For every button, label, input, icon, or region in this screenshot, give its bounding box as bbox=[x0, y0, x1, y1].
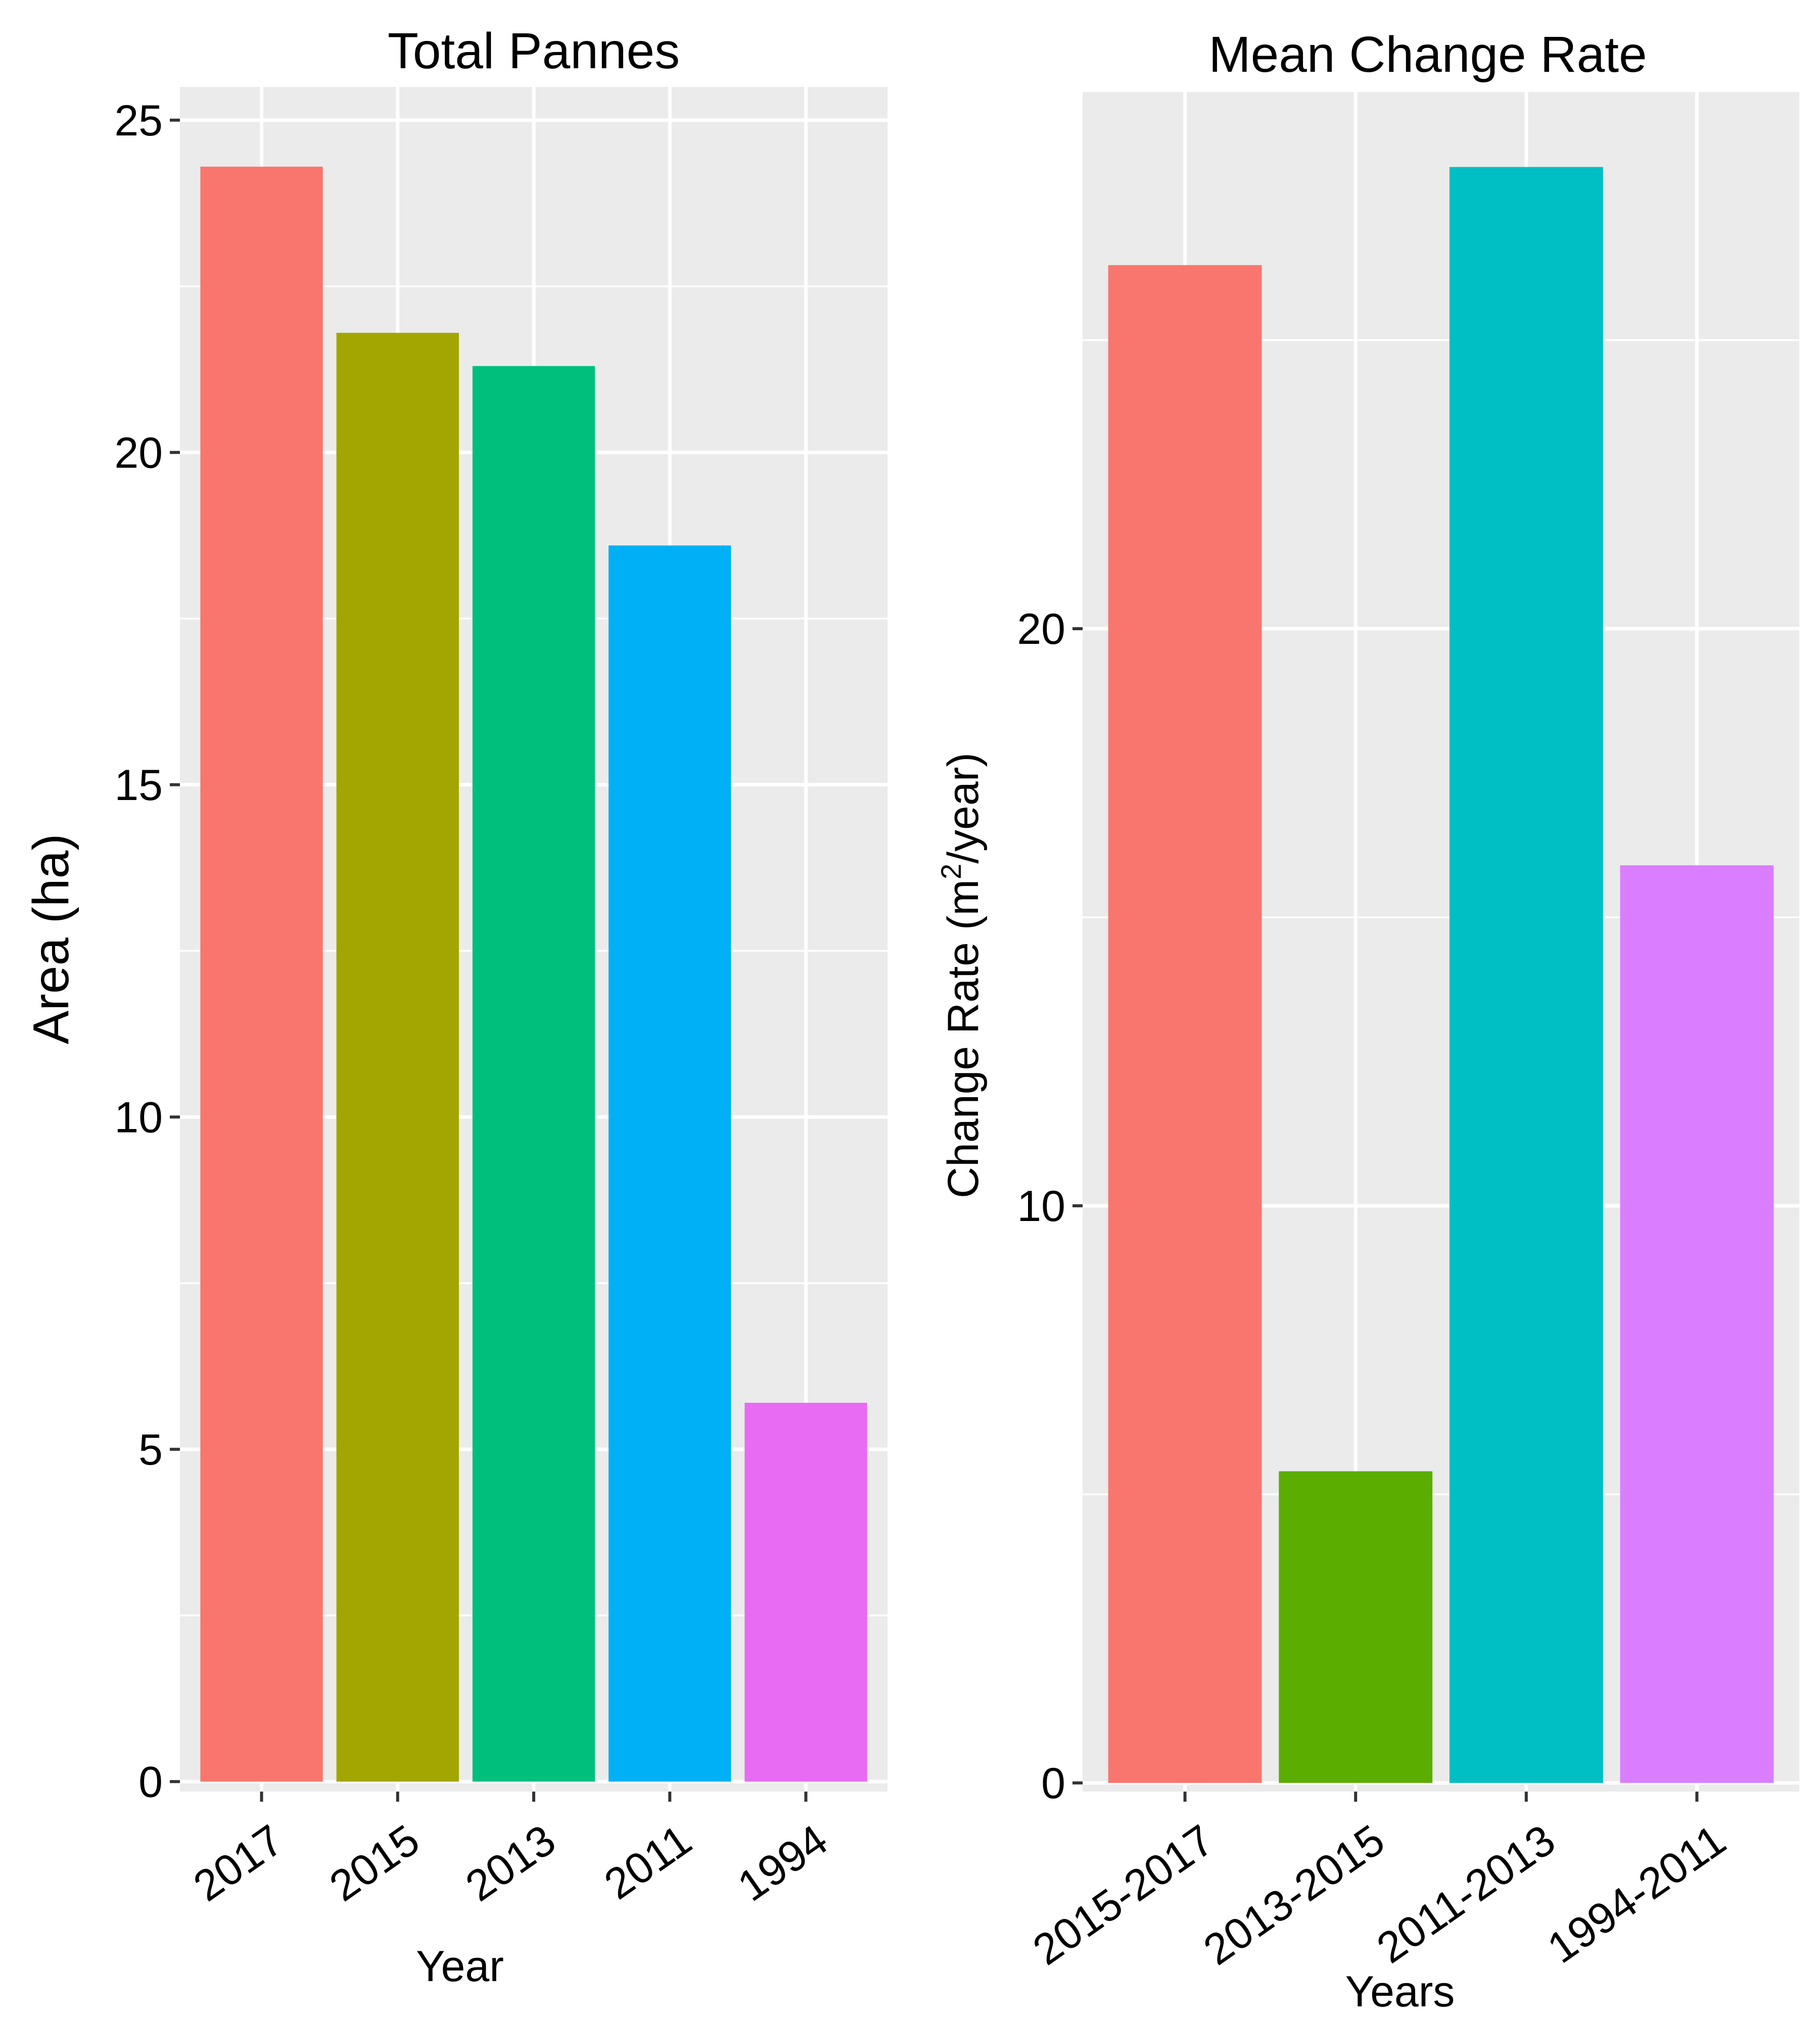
bar-2013 bbox=[472, 366, 595, 1782]
y-axis-title-part-2: /year) bbox=[939, 753, 988, 864]
bar-2011-2013 bbox=[1449, 167, 1603, 1783]
y-tick-label: 15 bbox=[114, 761, 163, 810]
bar-2011 bbox=[609, 545, 731, 1782]
y-axis-title-superscript: 2 bbox=[935, 864, 967, 879]
y-axis: 0 5 10 15 20 25 bbox=[114, 97, 180, 1806]
bar-2015-2017 bbox=[1108, 265, 1262, 1783]
bar-2015 bbox=[336, 333, 459, 1782]
y-axis-title: Change Rate (m2/year) bbox=[935, 753, 988, 1198]
y-tick-label: 20 bbox=[1017, 605, 1065, 653]
bars bbox=[1108, 167, 1774, 1783]
bar-2017 bbox=[200, 166, 323, 1782]
y-tick-label: 20 bbox=[114, 429, 163, 477]
bar-2013-2015 bbox=[1279, 1471, 1433, 1783]
y-tick-label: 0 bbox=[1041, 1759, 1065, 1808]
x-axis-title: Year bbox=[416, 1942, 504, 1991]
y-tick-label: 10 bbox=[114, 1093, 163, 1142]
bar-1994 bbox=[744, 1402, 867, 1782]
x-axis-title: Years bbox=[1345, 1967, 1455, 2016]
bars bbox=[200, 166, 867, 1782]
chart-title: Total Pannes bbox=[388, 23, 680, 79]
y-tick-label: 25 bbox=[114, 97, 163, 145]
y-axis-title: Area (ha) bbox=[23, 834, 79, 1045]
y-tick-label: 10 bbox=[1017, 1182, 1065, 1231]
y-tick-label: 0 bbox=[138, 1758, 163, 1806]
chart-title: Mean Change Rate bbox=[1208, 26, 1647, 83]
y-tick-label: 5 bbox=[138, 1426, 163, 1474]
y-axis-title-part-1: Change Rate (m bbox=[939, 879, 988, 1198]
y-axis: 0 10 20 bbox=[1017, 605, 1083, 1808]
bar-1994-2011 bbox=[1620, 865, 1774, 1783]
